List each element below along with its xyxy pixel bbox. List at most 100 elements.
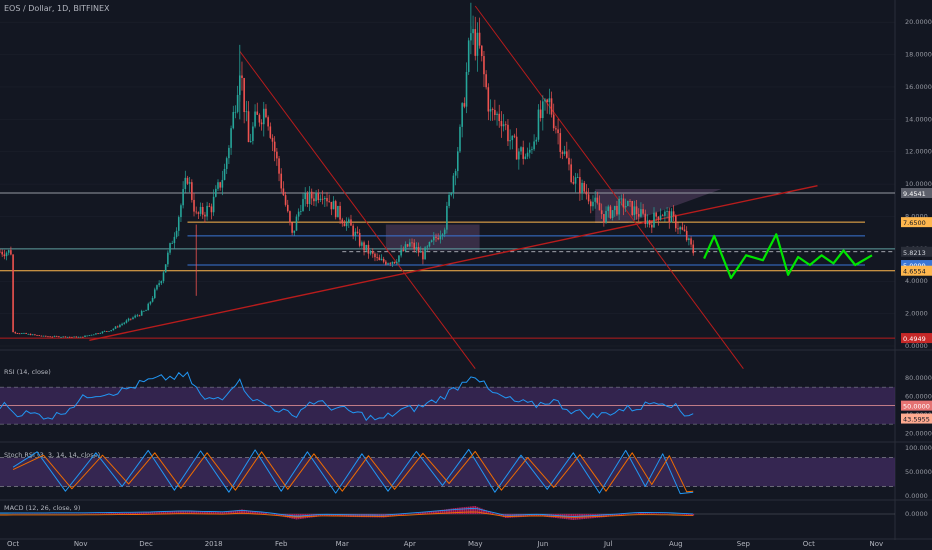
price-label-badge <box>901 265 932 276</box>
candle-body <box>236 94 239 112</box>
candle-body <box>121 323 123 325</box>
candle-body <box>169 243 171 253</box>
candle-body <box>167 252 169 265</box>
candle-body <box>433 236 435 241</box>
candle-body <box>528 149 531 153</box>
candle-body <box>668 211 671 223</box>
candle-body <box>5 252 8 257</box>
candle-body <box>594 197 596 202</box>
candle-body <box>25 333 27 334</box>
macd-hist-bar <box>380 514 383 518</box>
macd-hist-bar <box>666 513 668 514</box>
candle-body <box>566 151 568 158</box>
macd-hist-bar <box>354 514 357 518</box>
candle-body <box>646 220 649 224</box>
macd-hist-bar <box>278 514 280 516</box>
macd-hist-bar <box>474 506 477 514</box>
macd-hist-bar <box>435 510 437 514</box>
macd-hist-bar <box>245 510 248 514</box>
macd-hist-bar <box>265 513 267 514</box>
macd-hist-bar <box>417 513 420 514</box>
candle-body <box>332 201 335 210</box>
rsi-label-badge <box>901 400 932 411</box>
candle-body <box>306 193 309 205</box>
macd-hist-bar <box>559 514 562 519</box>
candle-body <box>550 98 553 115</box>
candle-body <box>260 122 263 125</box>
macd-hist-bar <box>378 514 381 518</box>
macd-hist-bar <box>304 514 307 519</box>
macd-hist-bar <box>321 514 324 516</box>
time-tick-label: Sep <box>737 540 751 548</box>
macd-hist-bar <box>308 514 311 518</box>
candle-body <box>607 206 610 211</box>
macd-hist-bar <box>162 511 165 514</box>
candle-body <box>341 219 344 224</box>
candle-body <box>219 182 221 188</box>
macd-hist-bar <box>446 509 448 514</box>
candle-body <box>90 334 93 336</box>
candle-body <box>398 255 400 262</box>
candle-body <box>310 191 313 199</box>
candle-body <box>247 111 250 143</box>
candle-body <box>476 32 479 56</box>
time-tick-label: Oct <box>7 540 19 548</box>
macd-hist-bar <box>136 512 139 514</box>
candle-body <box>241 75 243 78</box>
candle-body <box>304 193 306 200</box>
macd-hist-bar <box>596 514 599 518</box>
candle-body <box>378 257 381 261</box>
macd-hist-bar <box>258 512 261 514</box>
candle-body <box>345 222 348 227</box>
stoch-d-line <box>12 450 694 493</box>
candle-body <box>559 133 562 153</box>
macd-hist-bar <box>469 506 472 514</box>
macd-hist-bar <box>622 514 625 515</box>
macd-hist-bar <box>395 514 398 516</box>
candle-body <box>127 318 130 321</box>
candle-body <box>463 103 466 107</box>
macd-hist-bar <box>620 514 623 516</box>
macd-hist-bar <box>374 514 376 518</box>
downtrend-line <box>474 5 744 369</box>
macd-hist-bar <box>280 514 283 517</box>
macd-hist-bar <box>450 508 453 514</box>
macd-hist-bar <box>398 514 400 516</box>
stoch-tick-label: 0.0000 <box>905 492 928 500</box>
macd-hist-bar <box>448 508 450 514</box>
macd-hist-bar <box>443 509 446 514</box>
macd-hist-bar <box>363 514 365 518</box>
macd-hist-bar <box>456 507 459 514</box>
candle-body <box>395 261 398 264</box>
candle-body <box>448 194 450 206</box>
macd-hist-bar <box>502 514 505 518</box>
macd-hist-bar <box>251 511 254 514</box>
macd-hist-bar <box>125 512 128 514</box>
macd-hist-bar <box>147 512 150 514</box>
macd-hist-bar <box>164 511 167 514</box>
macd-hist-bar <box>330 514 333 517</box>
time-tick-label: Nov <box>870 540 884 548</box>
candle-body <box>406 244 409 247</box>
price-tick-label: 12.0000 <box>905 148 932 156</box>
candle-body <box>402 249 405 251</box>
candle-body <box>446 205 448 230</box>
candle-body <box>376 257 378 258</box>
macd-hist-bar <box>592 514 594 519</box>
macd-signal-line <box>0 511 694 518</box>
macd-hist-bar <box>513 514 516 518</box>
candle-body <box>624 206 627 208</box>
candle-body <box>162 272 165 282</box>
macd-hist-bar <box>685 514 688 515</box>
macd-hist-bar <box>657 513 660 514</box>
candle-body <box>201 206 204 215</box>
time-tick-label: Apr <box>404 540 416 548</box>
candle-body <box>657 216 660 220</box>
candle-body <box>339 205 341 220</box>
macd-hist-bar <box>439 510 442 514</box>
rsi-value-label: 43.5955 <box>903 416 930 424</box>
macd-hist-bar <box>328 514 331 517</box>
candle-body <box>622 198 625 208</box>
macd-hist-bar <box>151 512 154 514</box>
